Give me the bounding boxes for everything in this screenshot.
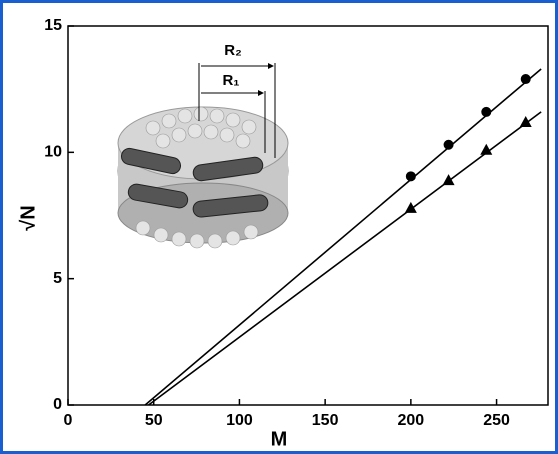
data-point [520,74,531,85]
y-tick-label: 0 [53,396,62,413]
plot-area [67,25,549,406]
x-tick-label: 250 [483,412,510,429]
data-point [404,201,417,213]
x-tick-label: 50 [145,412,163,429]
x-tick-label: 0 [64,412,73,429]
inset-illustration: R₂ R₁ [117,42,289,249]
y-tick-label: 15 [44,17,62,34]
y-tick-label: 5 [53,270,62,287]
annotation: R₁ [222,72,239,89]
data-point [481,106,492,117]
fit-line [144,68,542,406]
fit-line [148,111,542,406]
data-point [405,171,416,182]
x-axis-label: M [271,428,288,450]
x-tick-label: 150 [312,412,339,429]
data-point [480,143,493,155]
chart: R₂ R₁ M √N 0 50 100 150 200 250 0 5 10 15 [17,17,549,450]
x-tick-label: 200 [398,412,425,429]
annotation: R₂ [224,42,242,59]
y-tick-label: 10 [44,144,62,161]
y-axis-label: √N [17,205,39,230]
data-point [443,139,454,150]
x-tick-label: 100 [226,412,253,429]
data-point [519,116,532,128]
data-point [442,174,455,186]
